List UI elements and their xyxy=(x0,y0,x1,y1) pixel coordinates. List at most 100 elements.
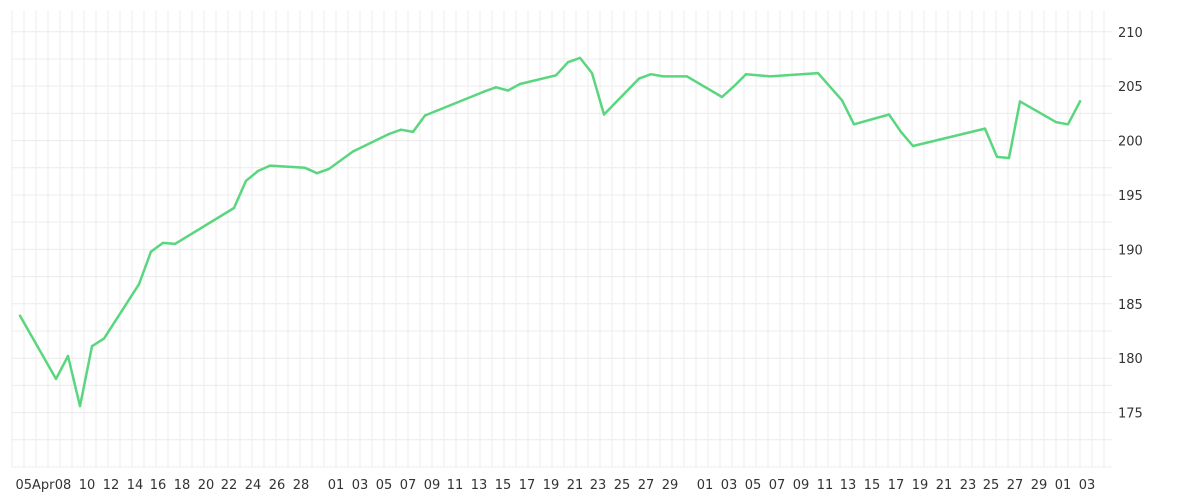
x-tick-label: 16 xyxy=(150,478,167,493)
data-point xyxy=(482,90,486,93)
data-point xyxy=(732,85,736,88)
data-point xyxy=(351,150,355,153)
data-point xyxy=(173,242,177,246)
grid xyxy=(11,10,1112,468)
x-tick-label: 08 xyxy=(55,478,72,493)
data-point xyxy=(840,99,844,102)
x-tick-label: 29 xyxy=(1031,478,1048,493)
data-point xyxy=(268,164,272,167)
data-point xyxy=(554,74,558,77)
x-tick-label: 11 xyxy=(817,478,834,493)
data-point xyxy=(1054,120,1058,124)
data-point xyxy=(18,314,22,317)
y-tick-label: 200 xyxy=(1118,135,1143,150)
data-point xyxy=(911,144,915,148)
data-point xyxy=(995,155,999,159)
x-tick-label: 21 xyxy=(567,478,584,493)
x-tick-label: 27 xyxy=(638,478,655,493)
data-point xyxy=(149,250,153,253)
x-tick-label: 15 xyxy=(495,478,512,493)
data-point xyxy=(590,71,594,75)
data-point xyxy=(649,73,653,76)
data-point xyxy=(423,114,427,117)
x-tick-label: 05 xyxy=(376,478,393,493)
price-series-line xyxy=(18,56,1082,408)
x-tick-label: 22 xyxy=(221,478,238,493)
x-tick-label: 19 xyxy=(912,478,929,493)
y-tick-label: 190 xyxy=(1118,243,1143,258)
x-tick-label: 25 xyxy=(614,478,631,493)
x-tick-label: 17 xyxy=(888,478,905,493)
data-point xyxy=(661,75,665,78)
data-point xyxy=(399,128,403,131)
data-point xyxy=(899,130,903,134)
x-tick-label: 07 xyxy=(400,478,417,493)
x-tick-label: 11 xyxy=(447,478,464,493)
data-point xyxy=(578,56,582,60)
data-point xyxy=(90,345,94,348)
x-tick-label: 12 xyxy=(103,478,120,493)
data-point xyxy=(411,130,415,134)
x-tick-label: 29 xyxy=(662,478,679,493)
data-point xyxy=(102,337,106,340)
data-point xyxy=(232,206,236,210)
data-point xyxy=(327,167,331,171)
data-point xyxy=(744,73,748,76)
x-tick-label: 24 xyxy=(245,478,262,493)
data-point xyxy=(685,75,689,78)
data-point xyxy=(137,283,141,286)
data-point xyxy=(161,241,165,245)
y-axis: 175 180 185 190 195 200 205 210 xyxy=(1118,26,1143,422)
data-point xyxy=(256,169,260,173)
x-tick-label: 10 xyxy=(79,478,96,493)
data-point xyxy=(887,113,891,116)
x-tick-label: 01 xyxy=(1055,478,1072,493)
x-tick-label: 25 xyxy=(983,478,1000,493)
data-point xyxy=(303,166,307,169)
x-tick-label: 01 xyxy=(697,478,714,493)
x-tick-label: 15 xyxy=(864,478,881,493)
data-point xyxy=(566,61,570,64)
data-point xyxy=(983,127,987,130)
data-point xyxy=(637,77,641,80)
data-point xyxy=(387,132,391,136)
data-point xyxy=(54,377,58,381)
y-tick-label: 205 xyxy=(1118,80,1143,95)
data-point xyxy=(602,113,606,116)
series-layer xyxy=(18,56,1082,408)
x-tick-label: 18 xyxy=(174,478,191,493)
x-axis: 05Apr 08 10 12 14 16 18 20 22 24 26 28 01 03 05 07 09 11 1… xyxy=(15,478,1095,493)
x-tick-label: 05Apr xyxy=(15,478,55,493)
data-point xyxy=(1018,100,1022,103)
x-tick-label: 09 xyxy=(793,478,810,493)
x-tick-label: 28 xyxy=(293,478,310,493)
x-tick-label: 23 xyxy=(960,478,977,493)
x-tick-label: 23 xyxy=(590,478,607,493)
data-point xyxy=(768,75,772,78)
x-tick-label: 19 xyxy=(543,478,560,493)
data-point xyxy=(720,95,724,99)
y-tick-label: 185 xyxy=(1118,298,1143,313)
y-tick-label: 175 xyxy=(1118,407,1143,422)
x-tick-label: 09 xyxy=(424,478,441,493)
data-point xyxy=(852,123,856,126)
x-tick-label: 03 xyxy=(721,478,738,493)
data-point xyxy=(494,86,498,89)
x-tick-label: 14 xyxy=(127,478,144,493)
data-point xyxy=(244,179,248,182)
y-tick-label: 195 xyxy=(1118,189,1143,204)
data-point xyxy=(518,82,522,86)
x-tick-label: 05 xyxy=(745,478,762,493)
x-tick-label: 21 xyxy=(936,478,953,493)
data-point xyxy=(78,404,82,408)
data-point xyxy=(315,172,319,175)
x-tick-label: 27 xyxy=(1007,478,1024,493)
data-point xyxy=(1007,156,1011,160)
x-tick-label: 13 xyxy=(471,478,488,493)
data-point xyxy=(506,89,510,92)
x-tick-label: 01 xyxy=(328,478,345,493)
x-tick-label: 13 xyxy=(840,478,857,493)
x-tick-label: 17 xyxy=(519,478,536,493)
data-point xyxy=(816,71,820,75)
